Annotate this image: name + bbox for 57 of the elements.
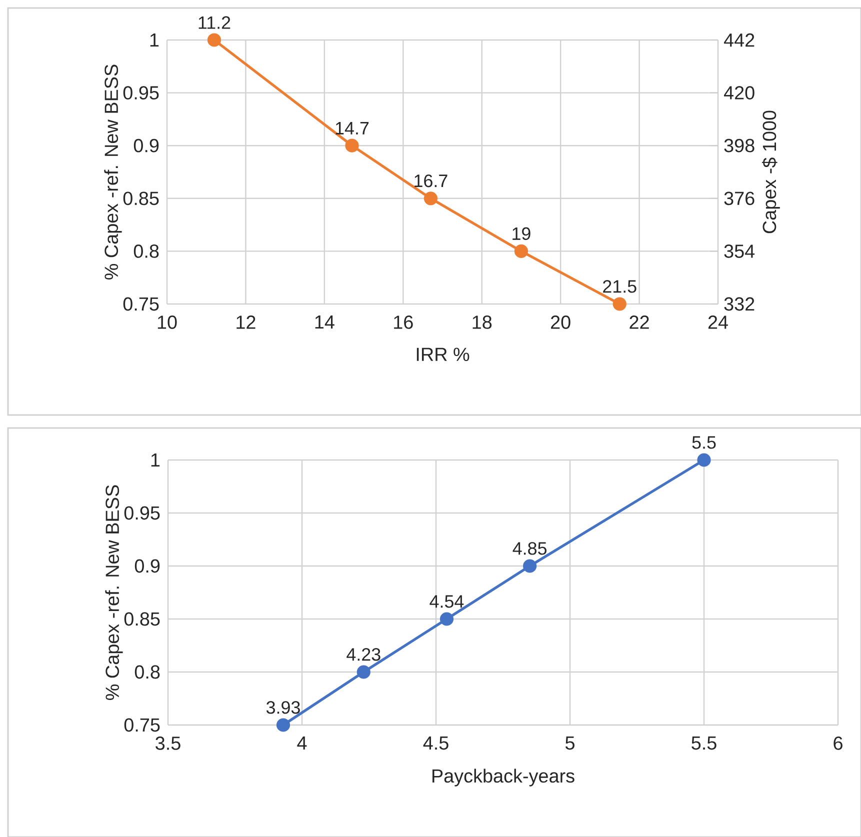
y-tick-label: 1 <box>151 453 160 467</box>
y-tick-label: 0.8 <box>134 244 159 258</box>
y-tick-label: 0.8 <box>134 665 160 679</box>
x-axis-title: IRR % <box>416 348 470 361</box>
point <box>697 453 711 467</box>
y-tick-label: 0.95 <box>124 506 160 520</box>
x-tick-label: 12 <box>236 316 256 329</box>
annotation: 16.7 <box>414 174 448 188</box>
y-tick-label: 1 <box>150 33 159 47</box>
y-tick-label: 0.9 <box>134 138 159 152</box>
point <box>612 297 626 311</box>
annotation: 3.93 <box>266 701 300 714</box>
y-tick-label: 0.9 <box>134 559 160 573</box>
y2-tick-label: 354 <box>724 244 755 258</box>
x-tick-label: 20 <box>551 316 570 329</box>
point <box>440 612 454 626</box>
y-tick-label: 0.85 <box>123 192 159 206</box>
annotation: 19 <box>512 227 530 240</box>
point <box>356 665 370 679</box>
annotation: 5.5 <box>692 436 716 449</box>
x-tick-label: 10 <box>158 316 177 329</box>
y2-tick-label: 332 <box>724 297 754 311</box>
annotation: 4.85 <box>512 542 546 555</box>
x-tick-label: 18 <box>472 316 492 329</box>
point <box>514 244 528 258</box>
annotation: 11.2 <box>198 16 230 29</box>
y2-axis-title: Capex -$ 1000 <box>762 110 780 234</box>
y-tick-label: 0.75 <box>124 718 160 732</box>
y-tick-label: 0.85 <box>124 612 160 626</box>
x-tick-label: 24 <box>708 316 728 329</box>
y-tick-label: 0.75 <box>123 297 159 311</box>
y-tick-label: 0.95 <box>123 86 159 100</box>
point <box>207 33 222 47</box>
y2-tick-label: 442 <box>724 33 754 47</box>
point <box>276 718 290 732</box>
x-tick-label: 4 <box>297 736 307 750</box>
point <box>424 192 438 206</box>
x-tick-label: 5.5 <box>692 736 716 750</box>
y2-tick-label: 398 <box>724 138 754 152</box>
y-axis-title: % Capex -ref. New BESS <box>104 64 122 280</box>
x-tick-label: 5 <box>565 736 574 750</box>
x-tick-label: 22 <box>630 316 649 329</box>
x-tick-label: 6 <box>834 736 842 750</box>
point <box>345 138 359 152</box>
point <box>523 559 537 573</box>
x-tick-label: 3.5 <box>156 736 180 750</box>
y2-tick-label: 420 <box>724 86 754 100</box>
x-axis-title: Payckback-years <box>432 768 574 786</box>
y2-tick-label: 376 <box>724 192 754 206</box>
x-tick-label: 14 <box>315 316 334 329</box>
y-axis-title: % Capex -ref. New BESS <box>105 485 123 700</box>
annotation: 21.5 <box>603 280 636 293</box>
annotation: 14.7 <box>336 122 369 134</box>
annotation: 4.23 <box>346 648 380 661</box>
x-tick-label: 4.5 <box>423 736 448 750</box>
x-tick-label: 16 <box>394 316 413 329</box>
annotation: 4.54 <box>430 595 464 608</box>
